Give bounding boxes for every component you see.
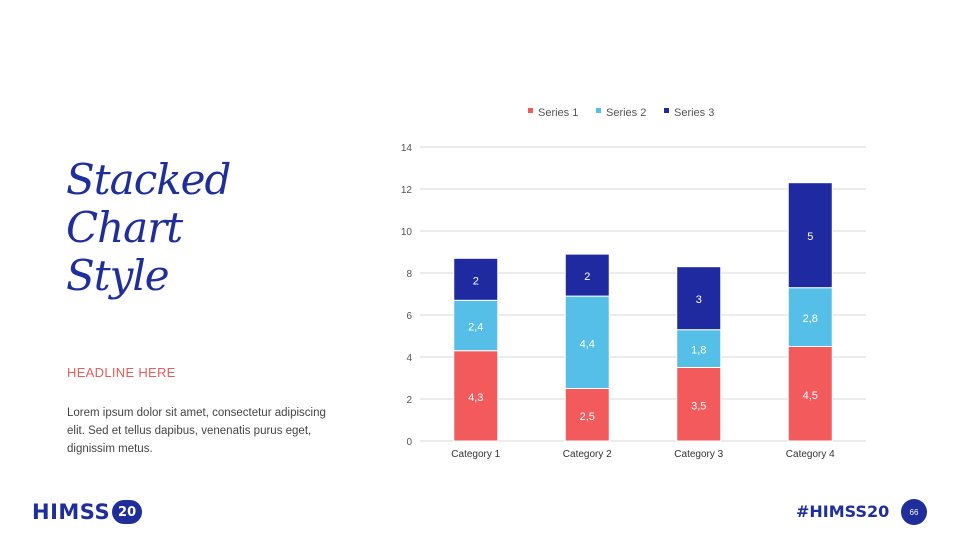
headline: HEADLINE HERE — [67, 365, 176, 380]
himss-logo: HIMSS 20 — [32, 498, 143, 526]
legend-swatch — [528, 108, 533, 113]
x-tick-label: Category 3 — [674, 449, 723, 460]
title-line-2: Chart — [66, 203, 183, 252]
hashtag: #HIMSS20 — [796, 502, 890, 521]
legend-label: Series 1 — [538, 107, 578, 119]
bar-series-1 — [453, 350, 499, 442]
legend-label: Series 3 — [674, 107, 714, 119]
x-tick-label: Category 4 — [786, 449, 835, 460]
y-tick-label: 6 — [406, 311, 412, 322]
bar-series-3 — [564, 253, 610, 297]
data-label: 2 — [473, 275, 479, 287]
data-label: 5 — [807, 231, 813, 243]
bar-series-2 — [676, 329, 722, 369]
data-label: 3 — [696, 294, 702, 306]
bar-series-1 — [787, 346, 833, 442]
title-line-1: Stacked — [66, 155, 231, 204]
page-number: 66 — [901, 499, 927, 525]
legend-label: Series 2 — [606, 107, 646, 119]
y-tick-label: 10 — [401, 227, 413, 238]
y-tick-label: 0 — [406, 437, 412, 448]
title-line-3: Style — [66, 251, 170, 300]
logo-text: HIMSS — [32, 500, 111, 524]
x-tick-label: Category 1 — [451, 449, 500, 460]
data-label: 2,4 — [468, 322, 483, 334]
data-label: 2 — [584, 271, 590, 283]
bar-series-1 — [564, 388, 610, 442]
legend-swatch — [596, 108, 601, 113]
bar-series-3 — [787, 182, 833, 289]
data-label: 4,5 — [803, 390, 818, 402]
logo-badge: 20 — [112, 500, 143, 524]
body-text: Lorem ipsum dolor sit amet, consectetur … — [67, 407, 326, 455]
data-label: 2,8 — [803, 313, 818, 325]
y-tick-label: 2 — [406, 395, 412, 406]
y-tick-label: 4 — [406, 353, 412, 364]
bar-series-3 — [676, 266, 722, 331]
bar-series-2 — [564, 295, 610, 390]
data-label: 4,4 — [580, 338, 595, 350]
y-tick-label: 12 — [401, 185, 413, 196]
data-label: 2,5 — [580, 411, 595, 423]
bar-series-1 — [676, 367, 722, 442]
y-tick-label: 8 — [406, 269, 412, 280]
data-label: 1,8 — [691, 345, 706, 357]
bar-series-3 — [453, 257, 499, 301]
data-label: 3,5 — [691, 400, 706, 412]
y-tick-label: 14 — [401, 143, 413, 154]
x-tick-label: Category 2 — [563, 449, 612, 460]
legend-swatch — [664, 108, 669, 113]
data-label: 4,3 — [468, 392, 483, 404]
slide-title: Stacked Chart Style — [66, 156, 326, 300]
